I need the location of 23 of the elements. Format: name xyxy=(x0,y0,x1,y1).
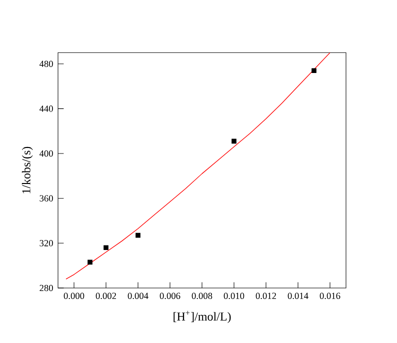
x-tick-label: 0.008 xyxy=(192,292,212,300)
y-tick-label: 280 xyxy=(40,284,53,292)
point xyxy=(88,260,92,265)
x-axis-title: [H$^{+}$]/mol/L) xyxy=(174,310,231,324)
y-tick-label: 480 xyxy=(39,60,53,68)
x-tick-label: 0.014 xyxy=(288,292,308,300)
point xyxy=(104,245,108,250)
x-tick-label: 0.004 xyxy=(128,292,148,300)
line-series xyxy=(66,52,330,280)
x-tick-label: 0.010 xyxy=(224,292,244,300)
y-tick-label: 320 xyxy=(40,240,53,246)
point xyxy=(312,68,316,73)
x-tick-label: 0.016 xyxy=(320,292,340,300)
x-tick-label: 0.000 xyxy=(64,292,84,300)
x-tick-label: 0.006 xyxy=(160,292,180,300)
point xyxy=(136,232,140,238)
y-tick-label: 360 xyxy=(40,195,53,202)
x-tick-label: 0.012 xyxy=(256,292,276,300)
y-tick-label: 400 xyxy=(39,150,53,157)
point xyxy=(232,138,236,144)
x-tick-label: 0.002 xyxy=(96,292,116,300)
y-axis-title: 1/kobs/(s) xyxy=(22,146,33,194)
y-tick-label: 440 xyxy=(39,106,53,112)
